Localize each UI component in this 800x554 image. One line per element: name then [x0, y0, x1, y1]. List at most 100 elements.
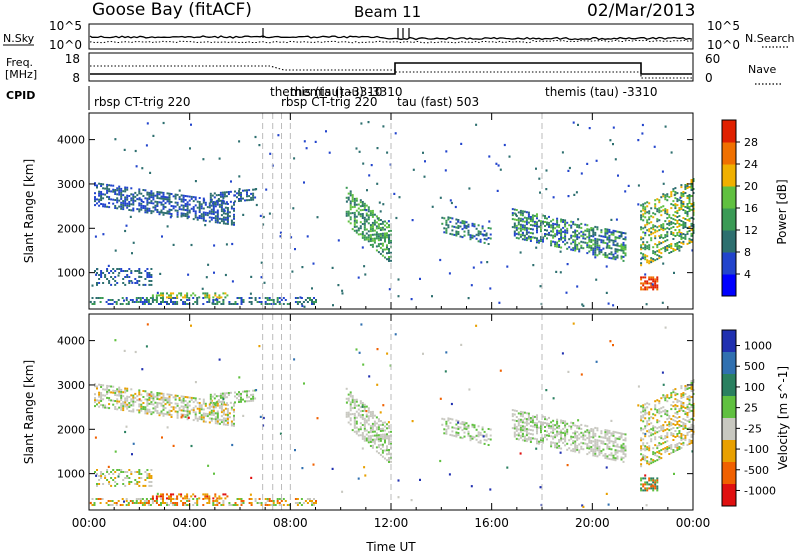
velocity-cell	[688, 403, 691, 405]
velocity-cell	[134, 350, 137, 354]
velocity-cell	[388, 441, 390, 443]
velocity-cell	[379, 453, 382, 456]
power-cell	[646, 205, 649, 208]
velocity-cell	[650, 483, 653, 486]
velocity-cell	[386, 445, 388, 448]
power-cell	[531, 220, 534, 223]
velocity-cell	[164, 407, 167, 410]
velocity-cell	[140, 407, 143, 410]
velocity-cell	[608, 441, 611, 444]
velocity-cell	[353, 400, 356, 403]
velocity-cell	[182, 395, 185, 398]
velocity-cell	[515, 433, 518, 436]
velocity-cell	[544, 422, 546, 424]
velocity-cell	[680, 387, 683, 390]
velocity-cell	[104, 477, 107, 479]
power-cell	[200, 215, 203, 218]
velocity-cell	[182, 504, 185, 506]
power-cell	[242, 197, 244, 200]
power-cell	[112, 278, 115, 280]
freq-tick-bottom: 8	[72, 71, 80, 85]
velocity-cell	[222, 419, 225, 422]
power-cell	[120, 201, 123, 204]
velocity-cell	[444, 370, 447, 373]
velocity-cell	[202, 418, 205, 421]
velocity-cell	[160, 410, 163, 413]
power-cell	[388, 226, 390, 229]
velocity-cell	[186, 402, 189, 405]
velocity-cell	[365, 433, 368, 436]
velocity-cell	[642, 408, 645, 411]
power-cell	[467, 225, 470, 228]
power-cell	[642, 203, 645, 206]
power-cell	[471, 234, 474, 237]
power-cell	[148, 201, 151, 204]
velocity-cell	[666, 396, 669, 399]
velocity-cell	[536, 428, 538, 431]
power-cell	[174, 297, 177, 299]
velocity-cell	[525, 432, 528, 435]
velocity-cell	[361, 402, 364, 404]
power-cell	[98, 194, 101, 197]
velocity-cell	[367, 407, 370, 410]
velocity-cell	[666, 414, 669, 417]
power-cell	[580, 226, 583, 229]
power-cell	[231, 242, 234, 246]
power-cell	[118, 187, 121, 190]
power-cell	[684, 218, 687, 220]
power-cell	[477, 224, 480, 227]
velocity-cell	[200, 408, 203, 411]
velocity-cell	[578, 443, 581, 446]
velocity-cell	[566, 448, 569, 451]
velocity-cell	[485, 435, 488, 438]
power-cell	[521, 228, 524, 231]
velocity-cell	[176, 410, 179, 413]
velocity-cell	[471, 435, 474, 438]
power-cell	[150, 194, 153, 197]
power-cell	[511, 208, 514, 211]
velocity-cell	[457, 434, 460, 436]
power-cell	[198, 207, 201, 209]
velocity-cell	[602, 454, 605, 457]
velocity-cell	[668, 425, 671, 428]
power-cell	[146, 199, 149, 202]
velocity-cell	[656, 427, 659, 430]
velocity-cell	[128, 402, 131, 404]
velocity-cell	[381, 455, 384, 458]
power-cell	[127, 301, 130, 303]
velocity-cell	[690, 441, 693, 444]
power-cell	[96, 272, 98, 274]
velocity-cell	[95, 474, 98, 477]
velocity-cell	[117, 475, 120, 478]
power-cell	[606, 228, 609, 231]
power-cell	[445, 231, 448, 234]
velocity-cell	[650, 434, 653, 437]
power-cell	[457, 227, 460, 229]
velocity-cell	[544, 418, 546, 421]
velocity-cell	[128, 477, 131, 479]
velocity-cell	[120, 404, 123, 407]
power-cell	[146, 193, 149, 196]
power-cell	[531, 216, 534, 219]
velocity-cell	[211, 395, 214, 398]
velocity-cell	[455, 431, 458, 434]
power-cell	[377, 217, 380, 220]
power-cell	[680, 202, 683, 204]
power-cell	[298, 301, 301, 303]
power-cell	[384, 228, 386, 231]
power-cell	[544, 235, 546, 237]
velocity-cell	[666, 448, 669, 450]
velocity-cell	[186, 408, 189, 411]
power-cell	[660, 196, 663, 199]
velocity-cell	[600, 432, 603, 435]
power-cell	[224, 218, 227, 221]
power-cell	[146, 272, 149, 274]
velocity-cell	[365, 421, 368, 424]
velocity-cell	[134, 471, 137, 473]
power-cell	[674, 207, 677, 210]
velocity-cell	[529, 437, 532, 439]
velocity-cell	[208, 502, 211, 504]
power-cell	[686, 211, 689, 213]
power-cell	[624, 244, 627, 247]
power-cell	[168, 208, 171, 211]
